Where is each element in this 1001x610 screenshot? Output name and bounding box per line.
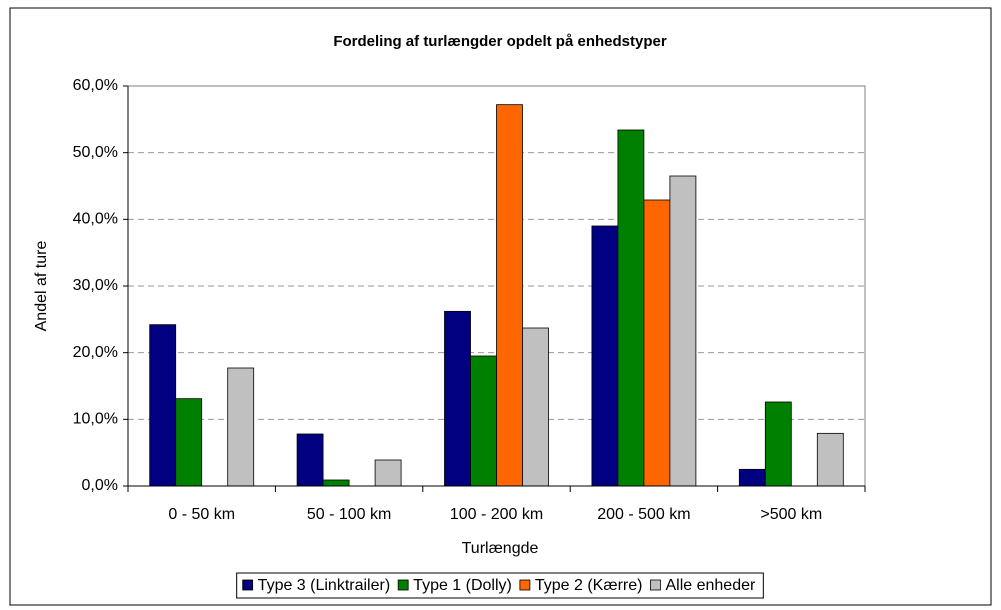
x-tick-label: 0 - 50 km [168,506,235,523]
bar [296,433,324,487]
bar [444,310,471,487]
bar [522,327,549,487]
legend-box [236,572,764,599]
legend-swatch [397,579,409,591]
x-tick-label: >500 km [760,506,822,523]
bar [322,479,350,487]
legend-label: Alle enheder [665,577,756,594]
y-tick-label: 40,0% [73,211,118,228]
bar [764,401,792,487]
x-tick-label: 50 - 100 km [307,506,391,523]
legend-swatch [519,579,531,591]
y-tick-label: 20,0% [73,344,118,361]
bar [175,398,203,487]
bar [643,199,671,487]
bar [617,129,645,487]
legend-label: Type 1 (Dolly) [413,577,512,594]
bar [470,355,497,487]
legend-swatch [242,579,254,591]
legend-swatch [650,579,661,591]
bar [669,175,697,487]
bar [149,324,177,487]
y-tick-label: 0,0% [82,477,118,494]
chart-title: Fordeling af turlængder opdelt på enheds… [333,33,667,50]
y-axis-label: Andel af ture [33,241,50,332]
y-tick-label: 10,0% [73,411,118,428]
legend-label: Type 3 (Linktrailer) [258,577,391,594]
y-tick-label: 60,0% [73,77,118,94]
y-tick-label: 30,0% [73,277,118,294]
bar [496,104,523,487]
x-tick-label: 100 - 200 km [450,506,543,523]
x-axis-label: Turlængde [462,540,539,557]
bar [374,459,402,487]
bar [738,468,766,487]
legend-label: Type 2 (Kærre) [535,577,643,594]
bar [816,432,844,487]
y-tick-label: 50,0% [73,144,118,161]
x-tick-label: 200 - 500 km [597,506,690,523]
bar [591,225,619,487]
bar [227,367,255,487]
